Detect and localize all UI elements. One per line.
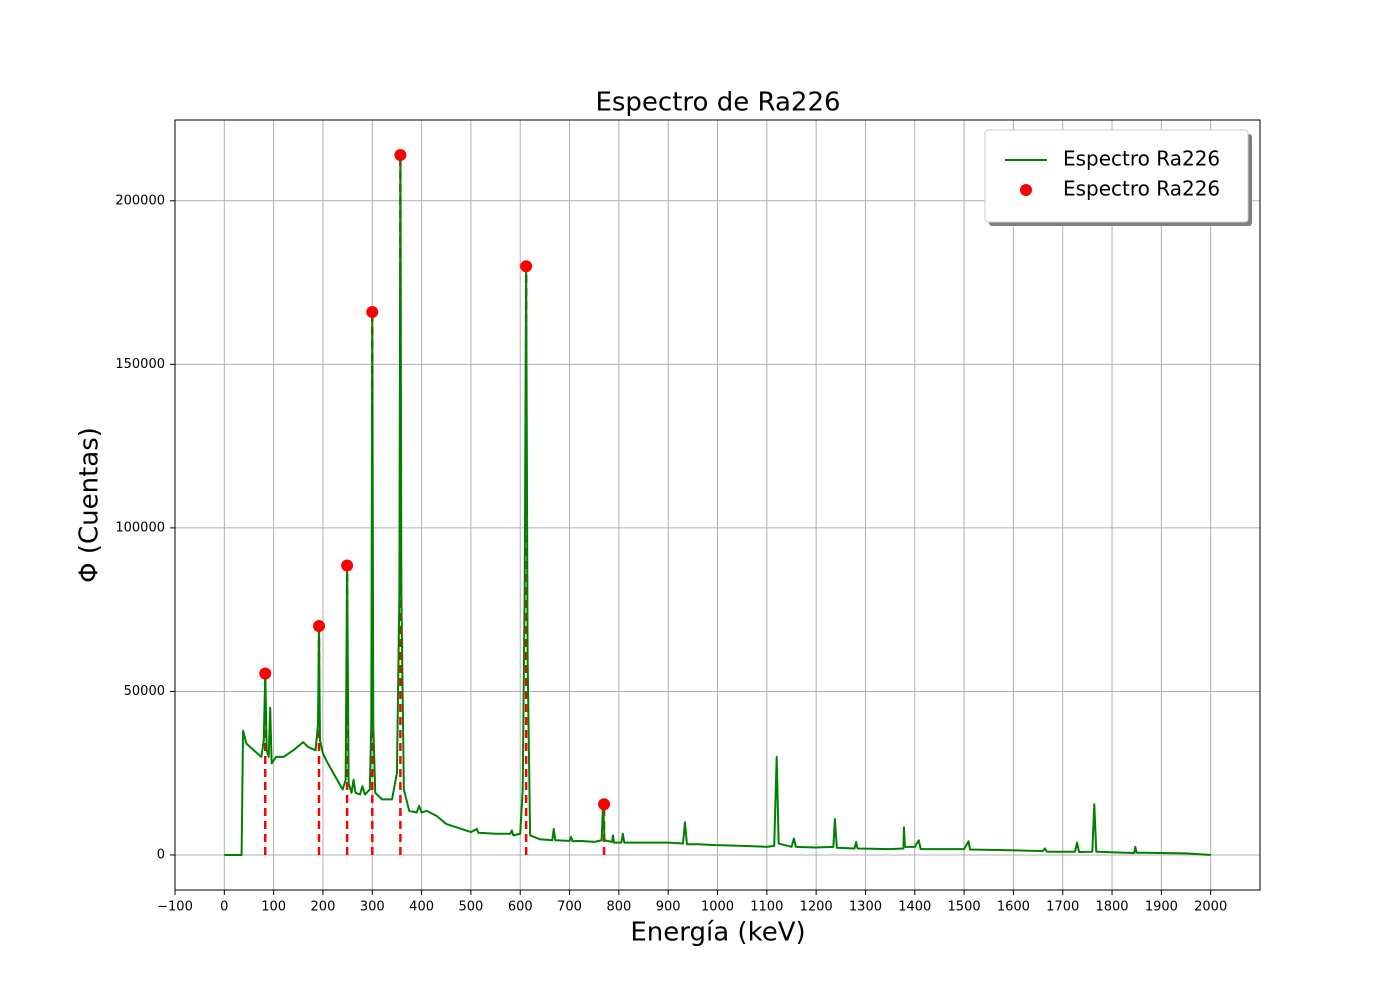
x-tick-label: 1600 [997,900,1030,915]
x-tick-label: 1000 [701,900,734,915]
y-tick-label: 0 [157,848,165,863]
x-tick-label: 600 [508,900,533,915]
plot-frame [174,119,1261,891]
peak-marker [520,260,533,273]
spectrum-line [224,154,1211,856]
y-axis-label: Φ (Cuentas) [75,427,105,583]
y-tick-label: 50000 [124,684,165,699]
legend-label: Espectro Ra226 [1063,147,1220,171]
x-tick-label: 800 [606,900,631,915]
x-tick-label: 1200 [800,900,833,915]
y-tick-label: 100000 [115,520,165,535]
chart-title: Espectro de Ra226 [595,88,840,118]
x-axis-label: Energía (keV) [630,918,805,948]
peak-marker [598,798,611,811]
x-tick-label: 300 [360,900,385,915]
legend-swatch [1020,184,1032,196]
x-tick-label: 1100 [750,900,783,915]
x-tick-label: 1800 [1095,900,1128,915]
legend-label: Espectro Ra226 [1063,177,1220,201]
x-tick-label: 1900 [1145,900,1178,915]
x-tick-label: 200 [311,900,336,915]
x-tick-label: 900 [656,900,681,915]
peak-marker [366,306,379,319]
x-tick-label: 1700 [1046,900,1079,915]
peak-marker [313,620,326,633]
x-tick-label: −100 [157,900,193,915]
x-tick-label: 1300 [849,900,882,915]
peak-marker [394,149,407,161]
x-tick-label: 400 [409,900,434,915]
x-tick-label: 1400 [898,900,931,915]
peak-marker [259,667,272,680]
peak-marker [341,559,354,572]
x-tick-label: 2000 [1194,900,1227,915]
legend-box [984,129,1249,223]
y-tick-label: 150000 [115,357,165,372]
x-tick-label: 1500 [948,900,981,915]
x-tick-label: 500 [458,900,483,915]
x-tick-label: 0 [220,900,228,915]
y-tick-label: 200000 [115,193,165,208]
x-tick-label: 100 [261,900,286,915]
x-tick-label: 700 [557,900,582,915]
